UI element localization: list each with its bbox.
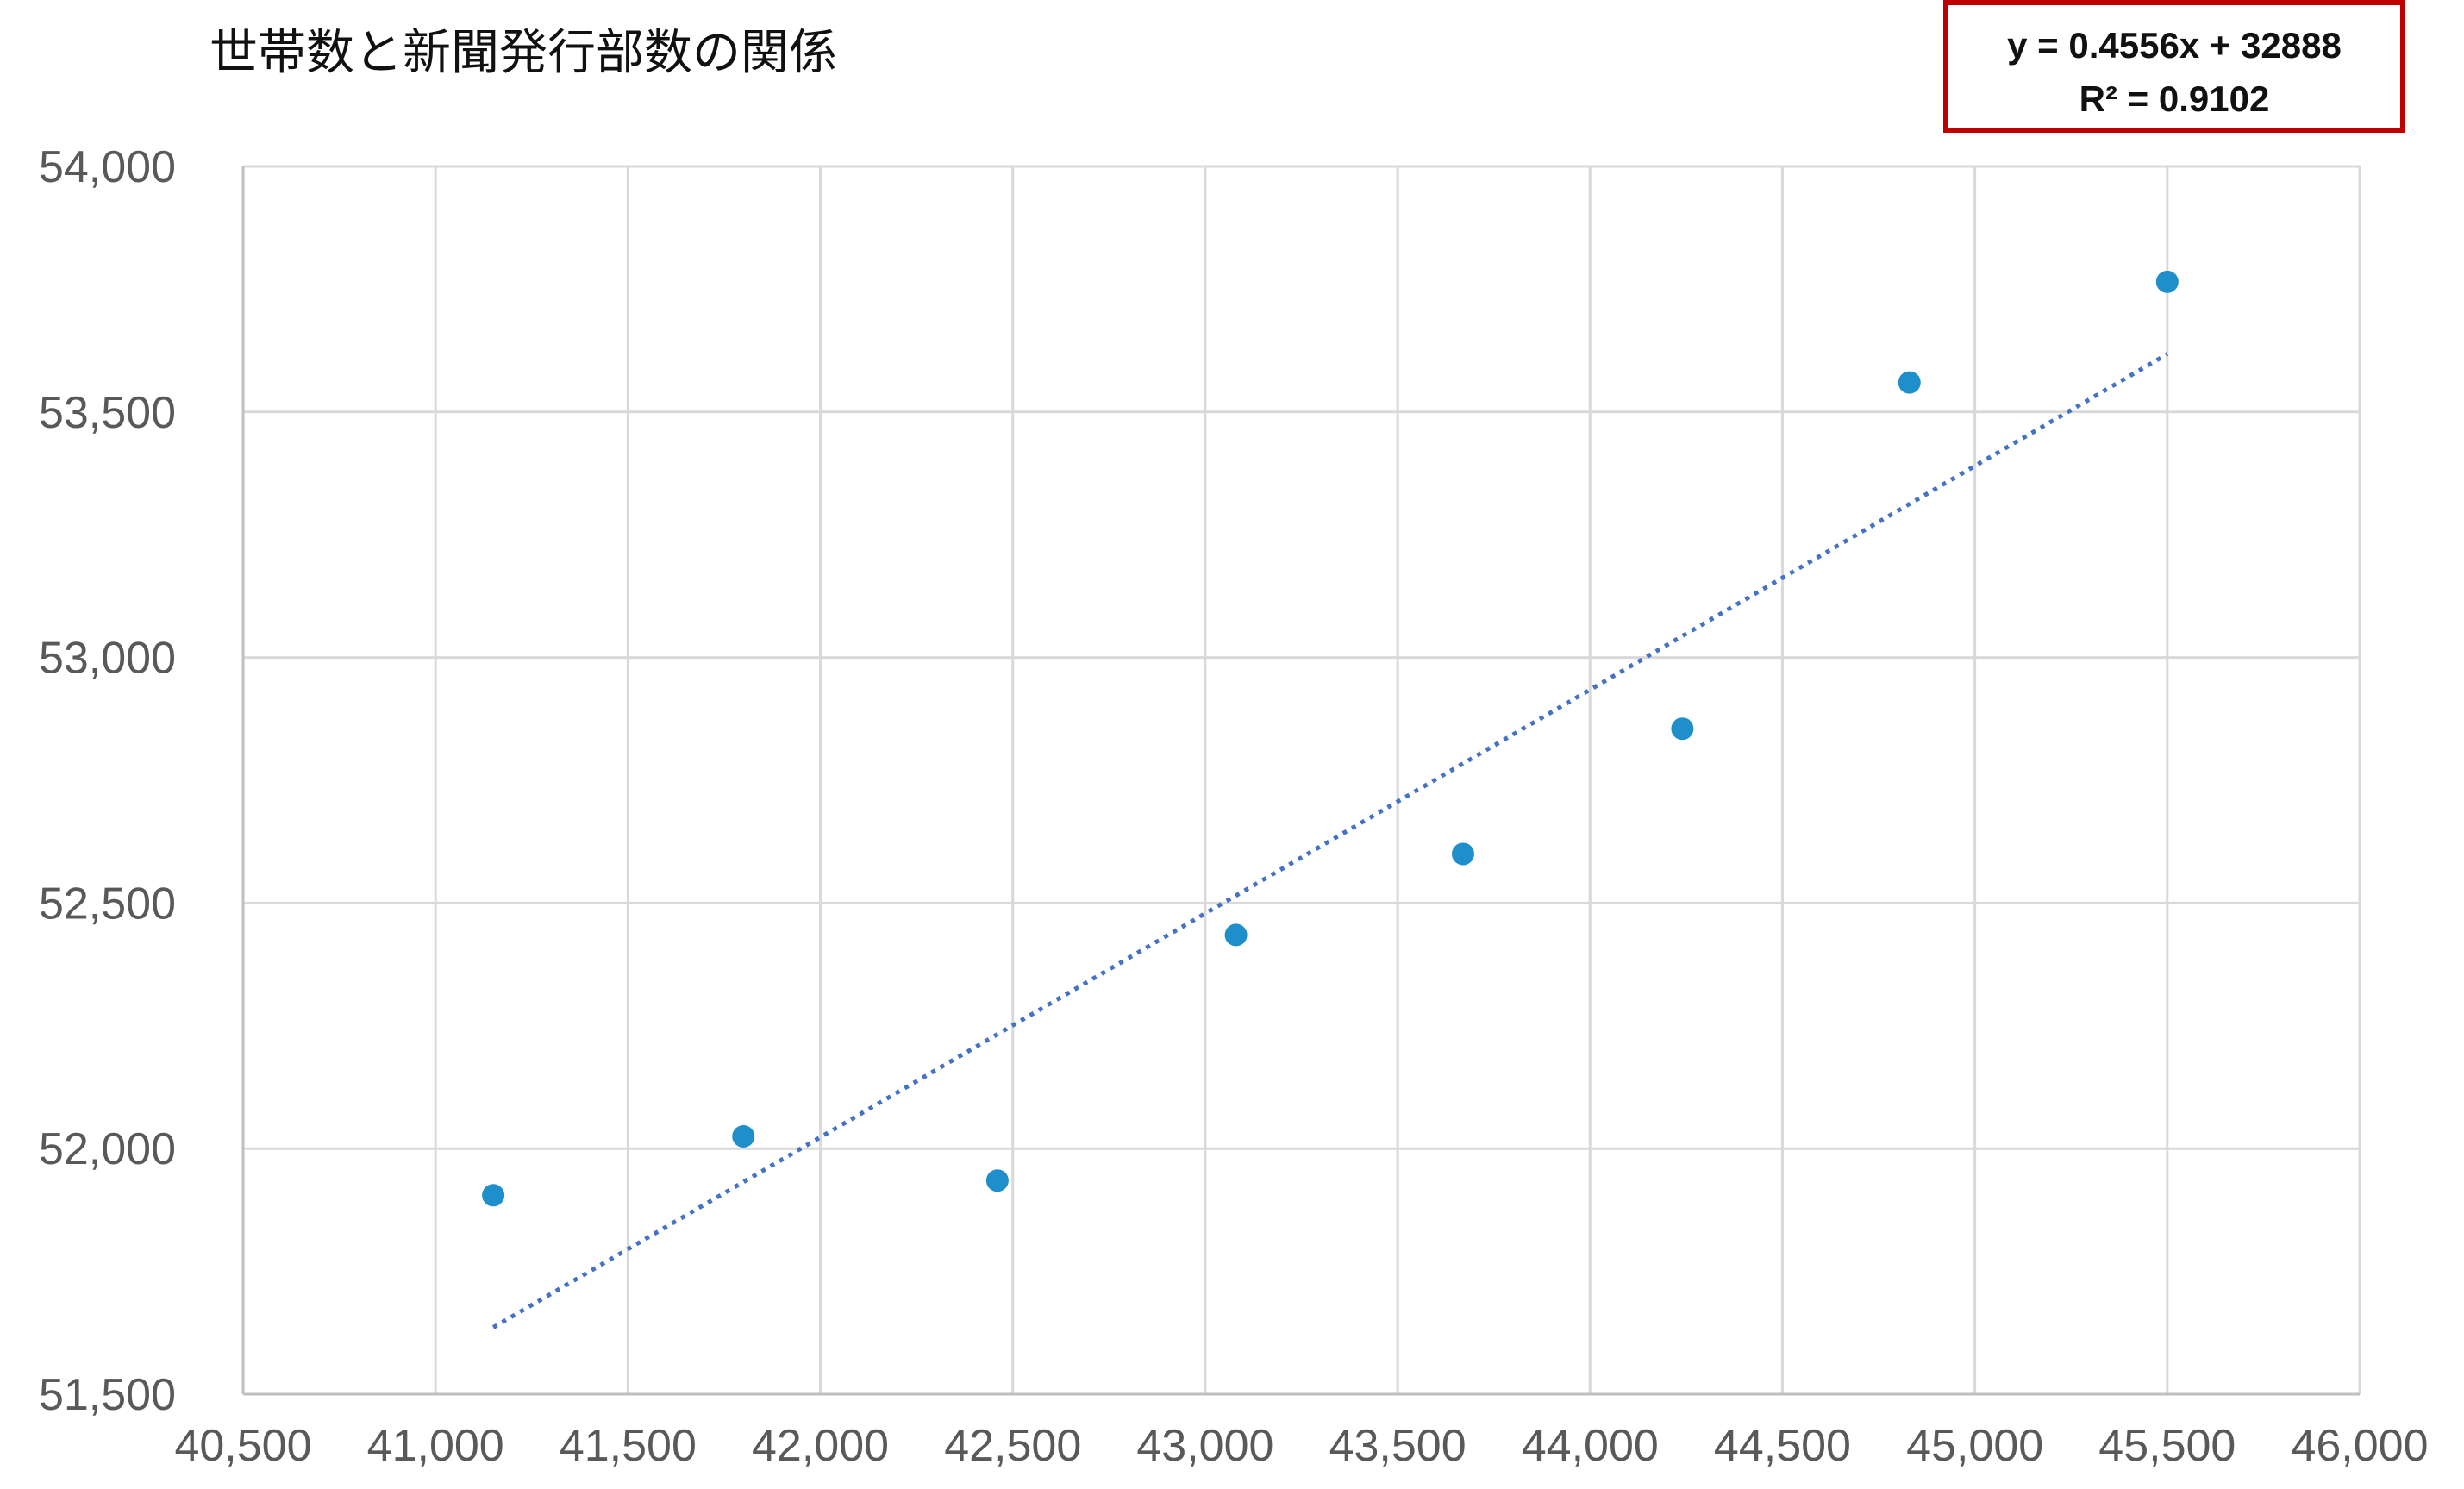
x-tick-label: 41,000 (367, 1421, 504, 1471)
x-tick-label: 44,000 (1522, 1421, 1659, 1471)
x-tick-labels: 40,500 41,000 41,500 42,000 42,500 43,000 43,5… (174, 1421, 2428, 1471)
y-tick-label: 53,500 (39, 388, 176, 438)
x-tick-label: 46,000 (2291, 1421, 2428, 1471)
data-point (732, 1124, 755, 1148)
chart-title: 世帯数と新聞発行部数の関係 (210, 25, 837, 81)
data-point (1898, 371, 1921, 394)
grid-lines (243, 165, 2361, 1394)
x-tick-label: 41,500 (560, 1421, 697, 1471)
y-tick-label: 51,500 (39, 1370, 176, 1420)
y-tick-label: 52,500 (39, 879, 176, 929)
y-tick-labels: 51,500 52,000 52,500 53,000 53,500 54,000 (39, 142, 176, 1420)
x-tick-label: 45,000 (1906, 1421, 2043, 1471)
data-points (482, 270, 2179, 1207)
data-point (2155, 270, 2179, 293)
y-tick-label: 52,000 (39, 1124, 176, 1174)
axes (241, 166, 2360, 1396)
x-tick-label: 44,500 (1714, 1421, 1851, 1471)
data-point (1671, 717, 1694, 741)
data-point (1224, 923, 1248, 947)
x-tick-label: 45,500 (2098, 1421, 2236, 1471)
y-tick-label: 53,000 (39, 634, 176, 684)
trendline (491, 352, 2169, 1329)
x-tick-label: 43,500 (1329, 1421, 1467, 1471)
x-tick-label: 43,000 (1136, 1421, 1273, 1471)
y-tick-label: 54,000 (39, 142, 176, 192)
trendline-equation: y = 0.4556x + 32888 (2007, 25, 2342, 66)
data-point (985, 1169, 1009, 1192)
trendline-equation-box: y = 0.4556x + 32888 R² = 0.9102 (1943, 0, 2405, 133)
data-point (1451, 842, 1474, 866)
x-tick-label: 42,500 (944, 1421, 1081, 1471)
equation-border (1943, 0, 2405, 133)
x-tick-label: 40,500 (174, 1421, 311, 1471)
trendline-group (491, 352, 2169, 1329)
data-point (482, 1184, 505, 1207)
r-squared: R² = 0.9102 (2079, 78, 2270, 119)
x-tick-label: 42,000 (752, 1421, 889, 1471)
